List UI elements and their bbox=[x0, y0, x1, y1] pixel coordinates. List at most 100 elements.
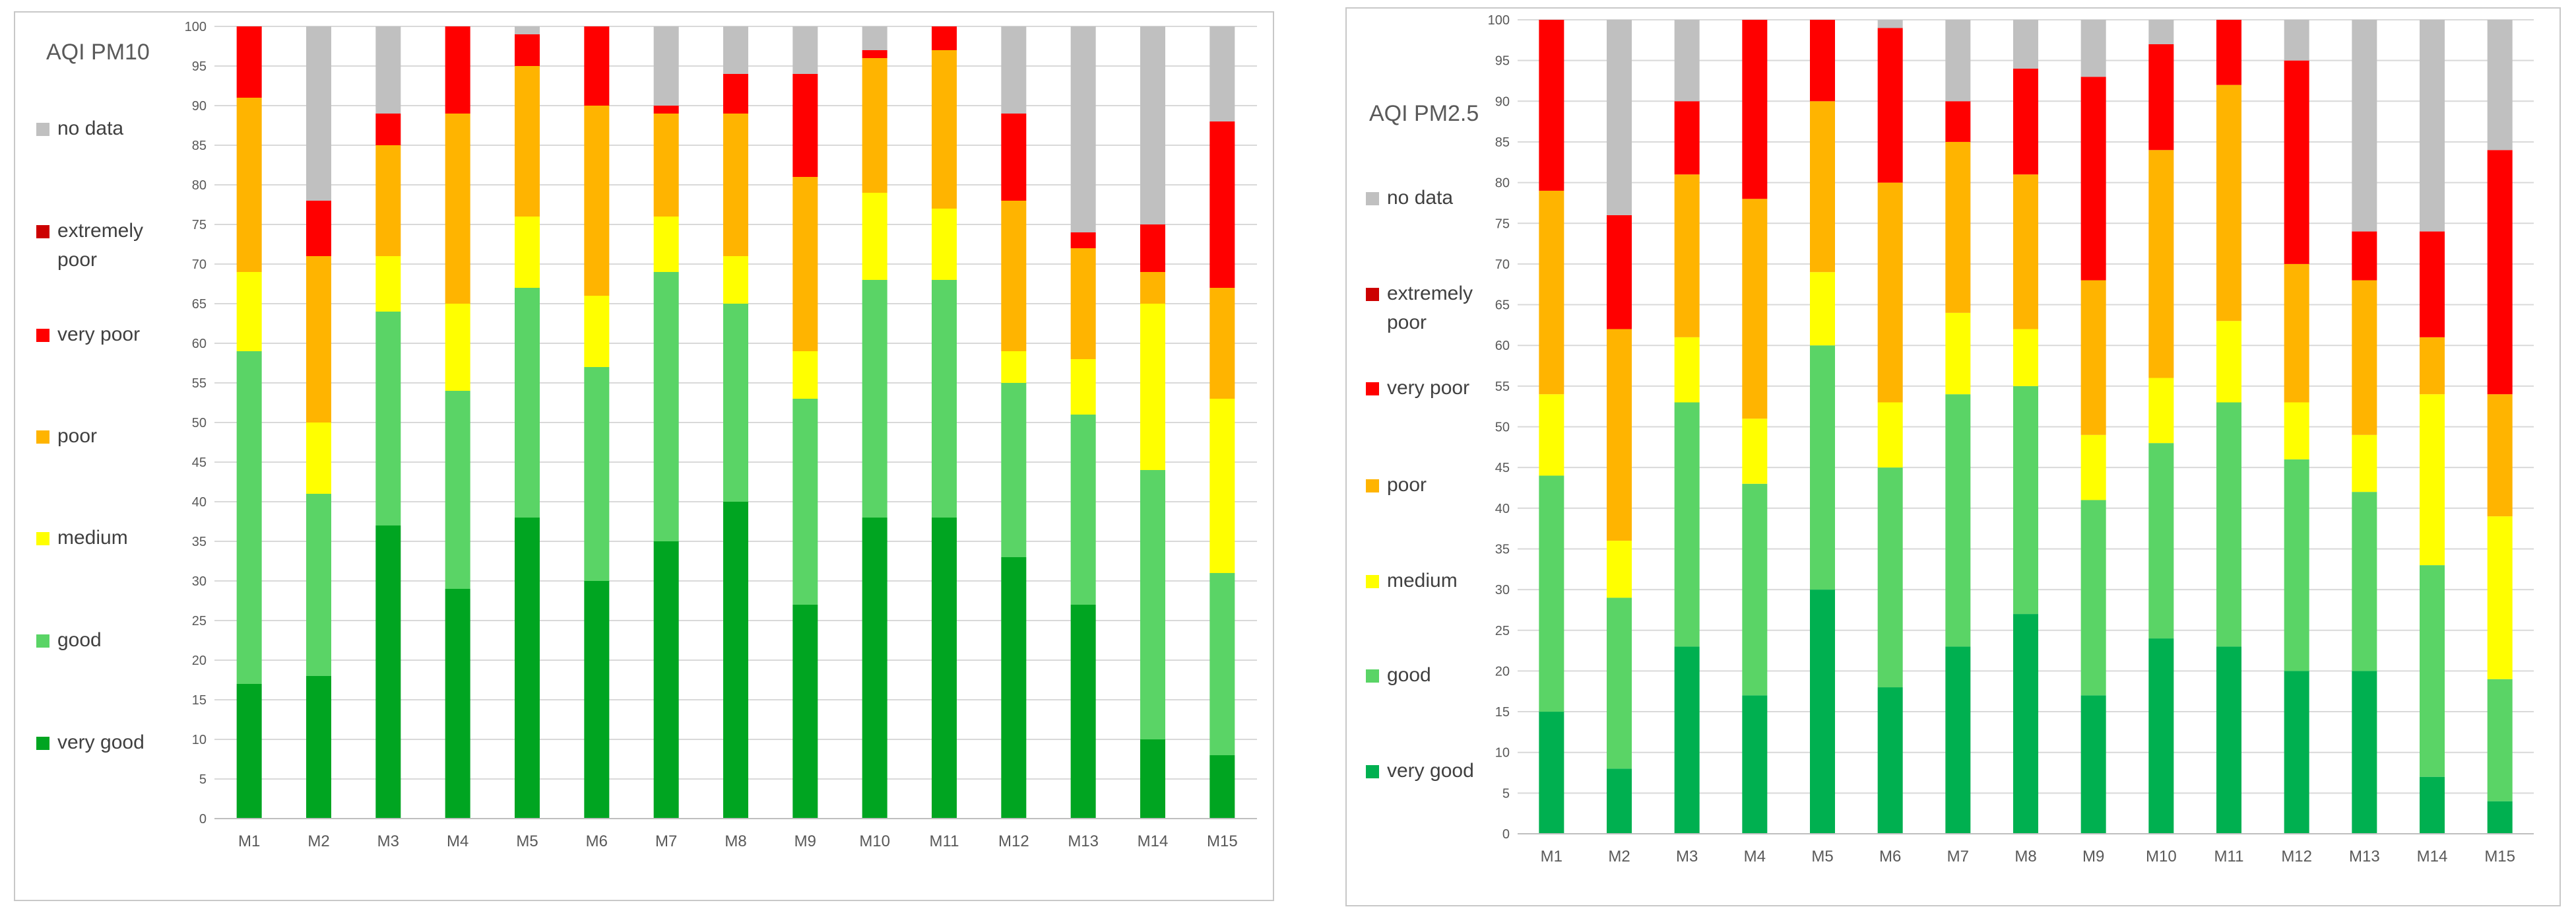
y-tick-label: 55 bbox=[1495, 380, 1510, 394]
bar-segment-very-poor bbox=[2487, 150, 2513, 395]
bar-segment-very-poor bbox=[1001, 114, 1027, 201]
bar-segment-medium bbox=[2352, 434, 2377, 492]
bar-segment-good bbox=[375, 312, 401, 525]
legend-label: good bbox=[57, 629, 102, 651]
bar-segment-very-good bbox=[375, 525, 401, 819]
x-tick-label: M7 bbox=[655, 832, 677, 850]
bar-segment-poor bbox=[306, 256, 331, 423]
bar-segment-good bbox=[306, 494, 331, 676]
legend: no data extremely poor very poor poor medium g… bbox=[1366, 187, 1474, 782]
bar-segment-no-data bbox=[515, 26, 540, 34]
bar-segment-medium bbox=[445, 304, 470, 391]
chart-title: AQI PM2.5 bbox=[1369, 101, 1479, 126]
bar-segment-very-good bbox=[862, 518, 887, 819]
y-tick-label: 70 bbox=[192, 257, 207, 272]
bar-segment-poor bbox=[1140, 272, 1165, 304]
y-tick-label: 100 bbox=[185, 20, 207, 34]
bar-segment-very-poor bbox=[236, 26, 262, 98]
y-tick-label: 90 bbox=[192, 99, 207, 114]
x-tick-label: M9 bbox=[794, 832, 816, 850]
bar-segment-very-poor bbox=[1674, 101, 1700, 175]
bar-segment-good bbox=[1877, 467, 1903, 688]
bar-segment-good bbox=[2284, 459, 2309, 671]
y-tick-label: 70 bbox=[1495, 257, 1510, 272]
bar-segment-good bbox=[2216, 402, 2241, 647]
bar-segment-medium bbox=[1810, 272, 1835, 346]
bar-segment-very-poor bbox=[1945, 101, 1971, 142]
bar-segment-very-poor bbox=[723, 74, 748, 114]
bar-segment-poor bbox=[1070, 248, 1096, 359]
bar-segment-medium bbox=[2487, 516, 2513, 679]
x-tick-label: M8 bbox=[2014, 848, 2036, 865]
bar-segment-very-poor bbox=[515, 34, 540, 66]
bar-segment-no-data bbox=[1674, 20, 1700, 102]
x-tick-label: M14 bbox=[2417, 848, 2448, 865]
y-tick-label: 45 bbox=[1495, 461, 1510, 475]
y-tick-label: 25 bbox=[192, 614, 207, 628]
legend-swatch bbox=[36, 737, 49, 750]
bar-segment-medium bbox=[1209, 399, 1235, 573]
bar-segment-poor bbox=[1674, 174, 1700, 337]
bar-segment-good bbox=[1539, 475, 1564, 712]
bar-segment-very-poor bbox=[932, 26, 957, 50]
bar-segment-no-data bbox=[2352, 20, 2377, 232]
legend-swatch bbox=[1366, 382, 1379, 395]
bar-segment-medium bbox=[2284, 402, 2309, 459]
bar-segment-very-poor bbox=[1810, 20, 1835, 102]
bar-segment-good bbox=[1070, 415, 1096, 605]
y-tick-label: 35 bbox=[192, 535, 207, 549]
bar-segment-medium bbox=[1607, 541, 1632, 598]
legend-swatch bbox=[1366, 575, 1379, 588]
x-tick-label: M15 bbox=[1207, 832, 1238, 850]
bar-segment-good bbox=[2352, 492, 2377, 671]
bar-segment-good bbox=[1607, 597, 1632, 769]
x-tick-label: M6 bbox=[586, 832, 608, 850]
legend-label: no data bbox=[1387, 187, 1453, 209]
bar-segment-poor bbox=[792, 177, 818, 351]
bar-segment-very-good bbox=[653, 541, 679, 819]
bar-segment-very-poor bbox=[1209, 121, 1235, 288]
y-tick-label: 60 bbox=[192, 337, 207, 351]
x-tick-label: M5 bbox=[516, 832, 538, 850]
x-tick-label: M12 bbox=[2281, 848, 2312, 865]
y-tick-label: 35 bbox=[1495, 542, 1510, 557]
bar-segment-good bbox=[792, 399, 818, 605]
bar-segment-very-good bbox=[2487, 801, 2513, 834]
y-tick-label: 10 bbox=[1495, 746, 1510, 761]
legend-label: very good bbox=[1387, 760, 1474, 782]
bar-segment-very-poor bbox=[1877, 28, 1903, 183]
bar-segment-good bbox=[1209, 573, 1235, 755]
bar-segment-medium bbox=[1674, 337, 1700, 403]
bar-segment-medium bbox=[1742, 419, 1768, 484]
legend: no data extremely poor very poor poor medium g… bbox=[36, 118, 145, 753]
x-tick-label: M1 bbox=[1541, 848, 1562, 865]
bar-segment-good bbox=[445, 391, 470, 589]
bar-segment-no-data bbox=[2420, 20, 2445, 232]
bar-segment-very-good bbox=[2284, 671, 2309, 834]
y-tick-label: 65 bbox=[192, 297, 207, 312]
x-tick-label: M3 bbox=[377, 832, 399, 850]
bar-segment-very-poor bbox=[1539, 20, 1564, 191]
y-axis: 0 5 10 15 20 25 30 35 40 45 50 55 60 65 70 75 80 85 90 95 10… bbox=[1488, 13, 1510, 842]
bar-segment-very-poor bbox=[1140, 224, 1165, 272]
bar-segment-medium bbox=[375, 256, 401, 312]
legend-label: no data bbox=[57, 118, 123, 139]
x-tick-label: M2 bbox=[307, 832, 329, 850]
bars bbox=[1539, 20, 2513, 834]
y-tick-label: 60 bbox=[1495, 339, 1510, 353]
bar-segment-no-data bbox=[2080, 20, 2106, 77]
y-tick-label: 40 bbox=[1495, 502, 1510, 516]
x-tick-label: M15 bbox=[2484, 848, 2515, 865]
x-tick-label: M1 bbox=[238, 832, 260, 850]
bar-segment-very-poor bbox=[2216, 20, 2241, 85]
legend-label: extremely poor bbox=[57, 220, 143, 271]
legend-swatch bbox=[1366, 669, 1379, 683]
bar-segment-poor bbox=[723, 114, 748, 256]
bar-segment-poor bbox=[375, 145, 401, 256]
bar-segment-very-good bbox=[584, 581, 610, 819]
bar-segment-good bbox=[1674, 402, 1700, 647]
legend-swatch bbox=[36, 329, 49, 342]
bar-segment-medium bbox=[1877, 402, 1903, 468]
bar-segment-medium bbox=[653, 217, 679, 272]
bar-segment-very-good bbox=[1877, 687, 1903, 834]
